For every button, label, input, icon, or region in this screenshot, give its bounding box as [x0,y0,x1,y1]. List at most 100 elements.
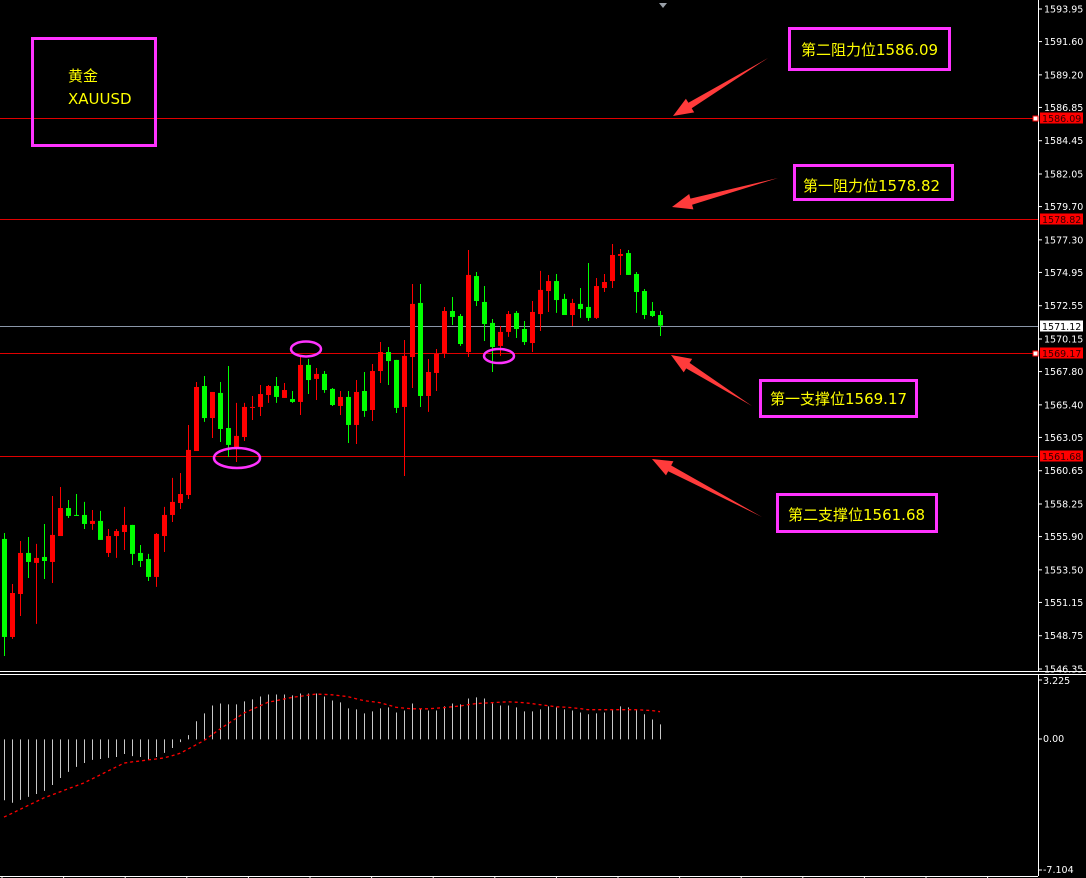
candle-body [290,399,295,402]
candle-body [402,355,407,407]
candle-body [634,273,639,292]
level-price-tag [1040,112,1083,124]
macd-indicator [3,693,661,818]
price-axis-tick: 1555.90 [1044,532,1083,543]
candle-body [242,406,247,438]
candle-body [154,533,159,577]
price-axis-tick: 1586.85 [1044,103,1083,114]
candle-body [50,534,55,562]
candle-body [354,391,359,425]
price-axis-tick: 1589.20 [1044,70,1083,81]
candle-body [194,386,199,452]
candle-body [642,291,647,316]
candle-body [498,331,503,346]
candle-body [650,310,655,316]
candle-body [58,508,63,537]
candle-body [130,524,135,554]
candle-body [202,386,207,419]
level-price-tag-text: 1578.82 [1042,215,1081,226]
candle-body [386,352,391,362]
annotation-label: 第一支撑位1569.17 [770,390,907,408]
macd-axis-tick: 0.00 [1043,734,1064,745]
candle-body [482,301,487,325]
line-handle-icon [1032,115,1039,122]
candle-body [466,274,471,353]
macd-axis: 3.225 0.00 -7.104 [1038,676,1074,876]
price-axis-tick: 1551.15 [1044,598,1083,609]
price-axis-tick: 1553.50 [1044,565,1083,576]
candle-body [514,312,519,330]
annotation-label: 第二支撑位1561.68 [788,506,925,524]
macd-axis-tick: -7.104 [1043,865,1074,876]
price-axis-tick: 1560.65 [1044,466,1083,477]
candle-body [474,276,479,302]
candle-body [338,396,343,406]
candle-body [18,552,23,594]
candles [2,244,663,656]
price-axis-tick: 1546.35 [1044,665,1083,676]
candle-body [210,391,215,419]
candle-body [250,406,255,408]
candle-body [554,281,559,301]
candle-body [218,392,223,429]
price-axis-tick: 1572.55 [1044,301,1083,312]
candle-body [394,359,399,408]
candle-body [586,306,591,318]
annotation-label: 第二阻力位1586.09 [801,41,938,59]
price-axis-tick: 1584.45 [1044,136,1083,147]
annotation-support-1: 第一支撑位1569.17 [759,379,918,418]
candle-body [258,394,263,407]
arrow-icon [652,459,762,517]
level-price-tag [1040,347,1083,359]
candle-body [490,322,495,348]
annotation-resistance-1: 第一阻力位1578.82 [793,164,954,201]
annotation-resistance-2: 第二阻力位1586.09 [788,27,951,71]
candle-body [442,310,447,354]
candle-body [322,373,327,391]
candle-body [114,531,119,537]
price-axis-tick: 1574.95 [1044,268,1083,279]
price-axis: 1593.95 1591.60 1589.20 1586.85 1584.45 1582.… [1038,5,1083,676]
candle-body [578,303,583,310]
candle-body [122,524,127,533]
candle-body [362,390,367,411]
line-handle-icon [1032,350,1039,357]
level-price-tag [1040,450,1083,462]
candle-body [226,428,231,445]
candle-body [530,311,535,344]
symbol-label-box: 黄金 XAUUSD [31,37,157,147]
candle-body [546,281,551,292]
candle-body [658,315,663,326]
highlight-ellipse [212,446,262,470]
macd-signal-line [3,693,661,818]
candle-body [426,372,431,396]
candle-body [346,396,351,425]
shift-marker-icon[interactable] [659,3,667,8]
level-price-tag [1040,213,1083,225]
candle-body [378,352,383,372]
candle-body [146,559,151,577]
candle-body [34,557,39,563]
level-price-tag-text: 1586.09 [1042,114,1081,125]
annotation-support-2: 第二支撑位1561.68 [776,493,938,533]
level-price-tag-text: 1569.17 [1042,349,1081,360]
candle-body [186,449,191,495]
candle-body [162,514,167,537]
price-axis-tick: 1558.25 [1044,500,1083,511]
candle-body [314,373,319,379]
candle-body [306,364,311,381]
candle-body [618,254,623,256]
price-axis-tick: 1593.95 [1044,5,1083,16]
candle-body [506,314,511,332]
symbol-ticker: XAUUSD [68,90,132,108]
candle-body [274,386,279,397]
candle-body [282,390,287,398]
candle-body [234,435,239,448]
candle-body [42,556,47,561]
annotation-label: 第一阻力位1578.82 [803,177,940,195]
candle-body [82,514,87,524]
candle-body [10,593,15,637]
candle-body [74,514,79,516]
candle-body [522,329,527,343]
